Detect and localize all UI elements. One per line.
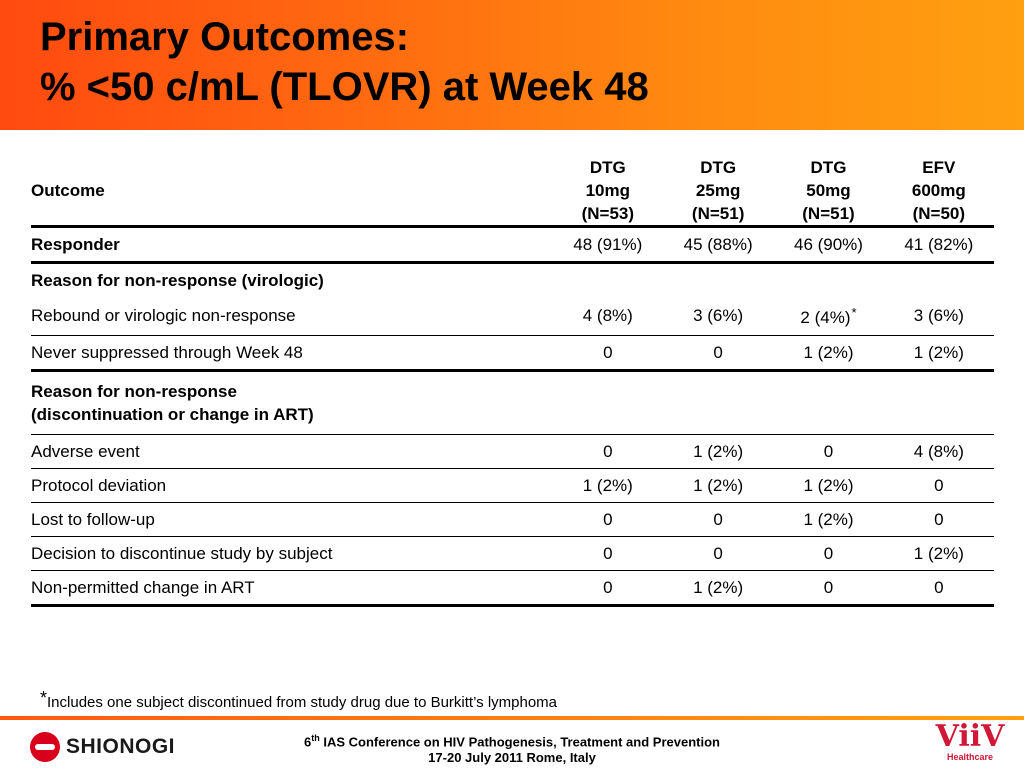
footnote-star: *: [40, 688, 48, 708]
table-cell: 2 (4%)*: [773, 297, 883, 336]
section-heading-line-1: Reason for non-response: [31, 382, 237, 401]
table-cell: 0: [934, 475, 944, 495]
viiv-logo: ViiV Healthcare: [932, 722, 1008, 766]
row-label: Lost to follow-up: [31, 509, 155, 529]
row-label: Protocol deviation: [31, 475, 167, 495]
table-cell: 1 (2%): [913, 342, 964, 362]
row-label: Non-permitted change in ART: [31, 577, 255, 597]
table-cell: 0: [603, 543, 613, 563]
table-cell: 3 (6%): [913, 306, 964, 325]
footnote-marker: *: [851, 304, 857, 320]
table-cell: 0: [823, 577, 834, 597]
column-header-dtg-25mg: DTG 25mg (N=51): [691, 158, 745, 223]
table-cell: 0: [934, 509, 944, 529]
viiv-logo-text: ViiV: [935, 719, 1005, 754]
table-row: Decision to discontinue study by subject…: [31, 537, 994, 571]
table-cell: 0: [823, 543, 834, 563]
column-header-efv-600mg: EFV 600mg (N=50): [911, 158, 966, 223]
shionogi-logo-icon: [30, 732, 60, 762]
table-cell: 0: [823, 441, 834, 461]
table-header-row: Outcome DTG 10mg (N=53) DTG 25mg (N=51) …: [31, 156, 994, 227]
table-row: Rebound or virologic non-response 4 (8%)…: [31, 297, 994, 336]
section-heading-discontinuation: Reason for non-response (discontinuation…: [31, 371, 994, 435]
table-cell: 4 (8%): [582, 306, 633, 325]
row-label: Adverse event: [31, 441, 140, 461]
table-cell: 0: [603, 342, 613, 362]
section-heading-virologic: Reason for non-response (virologic): [31, 263, 994, 298]
column-header-dtg-10mg: DTG 10mg (N=53): [581, 158, 635, 223]
slide-title: Primary Outcomes: % <50 c/mL (TLOVR) at …: [40, 12, 649, 112]
shionogi-logo-text: SHIONOGI: [66, 735, 176, 758]
slide-title-line-1: Primary Outcomes:: [40, 15, 410, 59]
table-row: Never suppressed through Week 48 0 0 1 (…: [31, 336, 994, 371]
table-row: Non-permitted change in ART 0 1 (2%) 0 0: [31, 571, 994, 606]
table-cell: 1 (2%): [803, 475, 854, 495]
table-cell: 41 (82%): [904, 234, 974, 254]
table-cell: 0: [603, 509, 613, 529]
viiv-logo-subtext: Healthcare: [946, 752, 994, 762]
table-cell: 0: [713, 509, 723, 529]
conference-name: 6th IAS Conference on HIV Pathogenesis, …: [304, 733, 720, 750]
table-row: Protocol deviation 1 (2%) 1 (2%) 1 (2%) …: [31, 469, 994, 503]
conference-dates: 17-20 July 2011 Rome, Italy: [428, 750, 596, 766]
table-cell: 45 (88%): [683, 234, 753, 254]
column-header-dtg-50mg: DTG 50mg (N=51): [802, 158, 855, 223]
outcome-column-header: Outcome: [31, 181, 105, 200]
slide-title-line-2: % <50 c/mL (TLOVR) at Week 48: [40, 65, 649, 109]
footer-divider: [0, 716, 1024, 720]
table-cell: 1 (2%): [803, 342, 854, 362]
title-banner: Primary Outcomes: % <50 c/mL (TLOVR) at …: [0, 0, 1024, 130]
table-cell: 3 (6%): [693, 306, 744, 325]
section-heading-line-2: (discontinuation or change in ART): [31, 405, 314, 424]
table-cell: 1 (2%): [693, 475, 744, 495]
row-label: Decision to discontinue study by subject: [31, 543, 333, 563]
table-cell: 0: [603, 441, 613, 461]
table-cell: 46 (90%): [793, 234, 863, 254]
table-cell: 1 (2%): [913, 543, 964, 563]
table-cell: 1 (2%): [693, 441, 744, 461]
shionogi-logo: SHIONOGI: [30, 732, 175, 762]
table-row-responder: Responder 48 (91%) 45 (88%) 46 (90%) 41 …: [31, 227, 994, 263]
conference-info: 6th IAS Conference on HIV Pathogenesis, …: [262, 730, 762, 766]
table-row: Lost to follow-up 0 0 1 (2%) 0: [31, 503, 994, 537]
row-label: Responder: [31, 234, 120, 254]
section-heading: Reason for non-response (discontinuation…: [31, 371, 994, 435]
table-cell: 1 (2%): [582, 475, 633, 495]
table-cell: 0: [603, 577, 613, 597]
table-cell: 0: [713, 543, 723, 563]
table-cell: 0: [713, 342, 723, 362]
table-cell: 4 (8%): [913, 441, 964, 461]
row-label: Rebound or virologic non-response: [31, 306, 296, 325]
outcomes-table: Outcome DTG 10mg (N=53) DTG 25mg (N=51) …: [31, 156, 994, 607]
table-cell: 1 (2%): [803, 509, 854, 529]
cell-value: 2 (4%): [800, 307, 851, 327]
table-row: Adverse event 0 1 (2%) 0 4 (8%): [31, 435, 994, 469]
footnote: *Includes one subject discontinued from …: [40, 688, 557, 711]
table-cell: 0: [934, 577, 944, 597]
section-heading: Reason for non-response (virologic): [31, 270, 324, 290]
table-cell: 48 (91%): [573, 234, 643, 254]
footnote-text: Includes one subject discontinued from s…: [47, 694, 558, 711]
table-cell: 1 (2%): [693, 577, 744, 597]
row-label: Never suppressed through Week 48: [31, 342, 303, 362]
